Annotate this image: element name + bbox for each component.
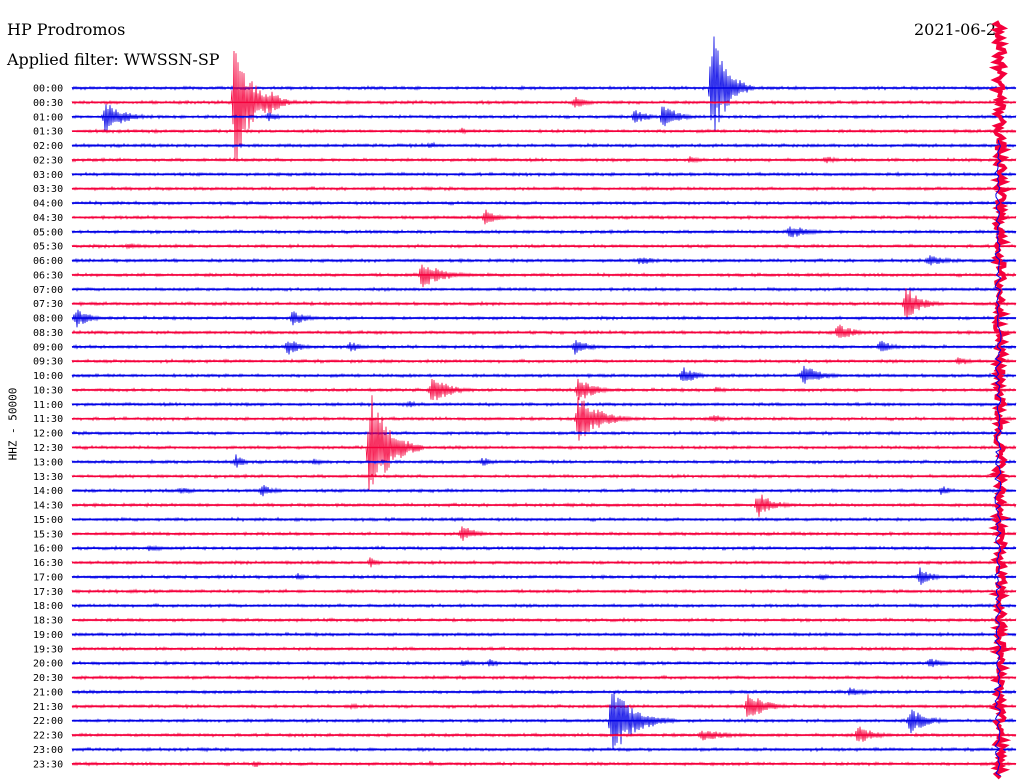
time-tick-label: 07:30 xyxy=(33,299,63,310)
time-tick-label: 11:00 xyxy=(33,400,63,411)
time-tick-label: 15:00 xyxy=(33,515,63,526)
time-tick-label: 21:30 xyxy=(33,702,63,713)
time-tick-label: 17:30 xyxy=(33,587,63,598)
trace-row xyxy=(72,694,1016,716)
time-tick-label: 13:30 xyxy=(33,472,63,483)
time-tick-label: 08:30 xyxy=(33,328,63,339)
seismogram-traces xyxy=(72,22,1016,778)
time-tick-label: 04:30 xyxy=(33,213,63,224)
time-tick-label: 18:00 xyxy=(33,601,63,612)
time-tick-label: 19:00 xyxy=(33,630,63,641)
time-tick-label: 21:00 xyxy=(33,687,63,698)
trace-row xyxy=(72,454,1016,467)
time-tick-label: 16:30 xyxy=(33,558,63,569)
time-tick-label: 00:30 xyxy=(33,98,63,109)
time-tick-label: 19:30 xyxy=(33,644,63,655)
time-tick-label: 11:30 xyxy=(33,414,63,425)
time-tick-label: 06:00 xyxy=(33,256,63,267)
time-tick-label: 01:30 xyxy=(33,127,63,138)
time-tick-label: 02:30 xyxy=(33,155,63,166)
time-tick-label: 04:00 xyxy=(33,199,63,210)
time-tick-label: 12:00 xyxy=(33,429,63,440)
time-tick-label: 22:00 xyxy=(33,716,63,727)
time-tick-label: 05:30 xyxy=(33,242,63,253)
time-tick-label: 06:30 xyxy=(33,270,63,281)
time-tick-label: 01:00 xyxy=(33,112,63,123)
time-tick-label: 23:30 xyxy=(33,759,63,770)
time-tick-label: 00:00 xyxy=(33,84,63,95)
trace-row xyxy=(72,366,1016,384)
time-tick-label: 13:00 xyxy=(33,457,63,468)
time-tick-label: 03:00 xyxy=(33,170,63,181)
time-tick-label: 07:00 xyxy=(33,285,63,296)
time-tick-label: 05:00 xyxy=(33,227,63,238)
time-tick-label: 08:00 xyxy=(33,314,63,325)
time-tick-label: 20:30 xyxy=(33,673,63,684)
time-tick-label: 23:00 xyxy=(33,745,63,756)
time-tick-label: 09:30 xyxy=(33,357,63,368)
time-tick-label: 10:00 xyxy=(33,371,63,382)
time-tick-labels: 00:00 00:30 01:00 01:30 02:00 02:30 03:00 03:30… xyxy=(33,84,63,771)
time-tick-label: 14:30 xyxy=(33,501,63,512)
time-tick-label: 09:00 xyxy=(33,342,63,353)
time-tick-label: 16:00 xyxy=(33,544,63,555)
time-tick-label: 20:00 xyxy=(33,659,63,670)
time-tick-label: 17:00 xyxy=(33,572,63,583)
time-tick-label: 18:30 xyxy=(33,616,63,627)
time-tick-label: 14:00 xyxy=(33,486,63,497)
time-tick-label: 22:30 xyxy=(33,731,63,742)
time-tick-label: 12:30 xyxy=(33,443,63,454)
trace-row xyxy=(72,325,1016,338)
trace-row xyxy=(72,727,1016,742)
time-tick-label: 10:30 xyxy=(33,385,63,396)
time-tick-label: 15:30 xyxy=(33,529,63,540)
trace-row xyxy=(72,265,1016,288)
time-tick-label: 03:30 xyxy=(33,184,63,195)
trace-row xyxy=(72,104,1016,131)
time-tick-label: 02:00 xyxy=(33,141,63,152)
